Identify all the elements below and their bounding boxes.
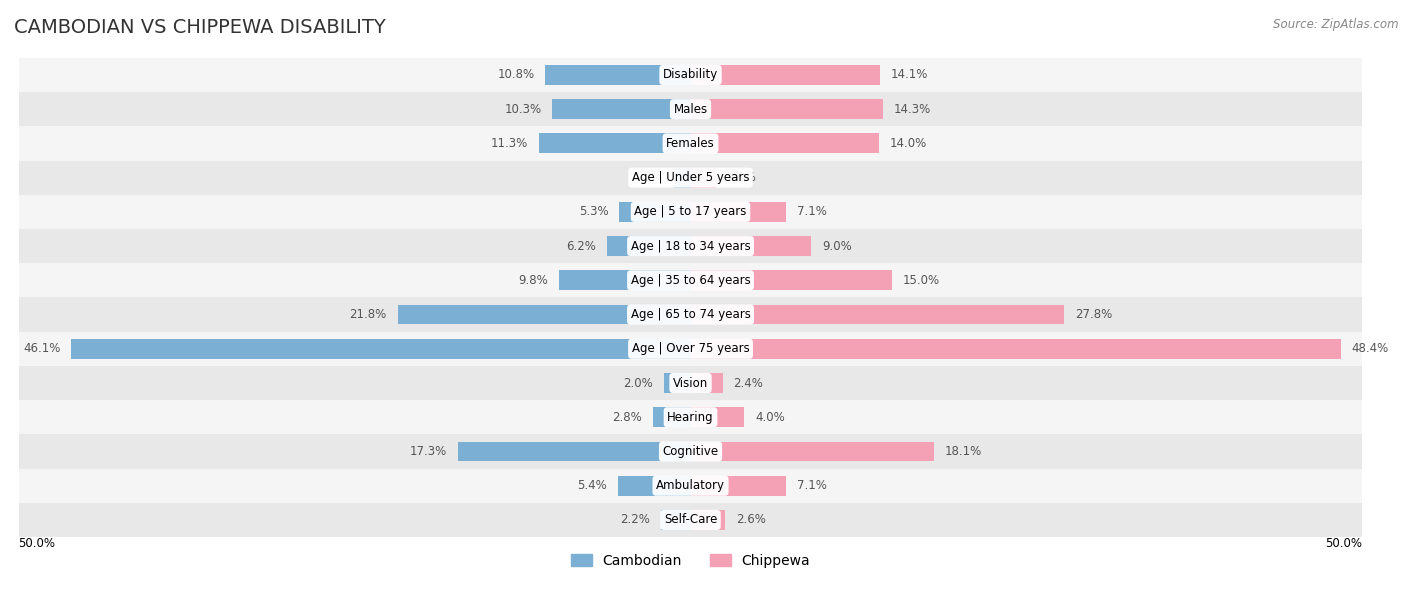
Text: 21.8%: 21.8% [350,308,387,321]
Text: Age | 5 to 17 years: Age | 5 to 17 years [634,206,747,218]
Bar [664,373,690,393]
Bar [690,373,723,393]
Text: 5.4%: 5.4% [578,479,607,492]
Text: 10.3%: 10.3% [505,103,541,116]
Text: 18.1%: 18.1% [945,445,981,458]
Text: Ambulatory: Ambulatory [657,479,725,492]
Bar [690,202,786,222]
Bar [18,366,1362,400]
Text: 10.8%: 10.8% [498,69,534,81]
Bar [18,469,1362,503]
Text: Cognitive: Cognitive [662,445,718,458]
Bar [690,271,893,290]
Text: Age | 65 to 74 years: Age | 65 to 74 years [631,308,751,321]
Text: 14.1%: 14.1% [891,69,928,81]
Text: 50.0%: 50.0% [18,537,56,550]
Bar [690,408,744,427]
Text: 15.0%: 15.0% [903,274,941,287]
Bar [661,510,690,530]
Text: 5.3%: 5.3% [579,206,609,218]
Text: 2.6%: 2.6% [737,513,766,526]
Bar [619,476,690,496]
Text: Self-Care: Self-Care [664,513,717,526]
Text: 11.3%: 11.3% [491,137,527,150]
Text: 14.3%: 14.3% [893,103,931,116]
Bar [18,92,1362,126]
Bar [18,126,1362,160]
Bar [690,510,725,530]
Text: Age | Under 5 years: Age | Under 5 years [631,171,749,184]
Text: CAMBODIAN VS CHIPPEWA DISABILITY: CAMBODIAN VS CHIPPEWA DISABILITY [14,18,385,37]
Text: 4.0%: 4.0% [755,411,785,424]
Bar [690,441,934,461]
Text: 1.2%: 1.2% [634,171,664,184]
Bar [72,339,690,359]
Text: Hearing: Hearing [668,411,714,424]
Bar [18,58,1362,92]
Bar [553,99,690,119]
Bar [675,168,690,187]
Bar [619,202,690,222]
Text: Age | Over 75 years: Age | Over 75 years [631,342,749,356]
Bar [690,168,716,187]
Text: Disability: Disability [662,69,718,81]
Bar [18,400,1362,435]
Text: 2.4%: 2.4% [734,376,763,389]
Bar [558,271,690,290]
Text: 6.2%: 6.2% [567,240,596,253]
Bar [652,408,690,427]
Text: 46.1%: 46.1% [22,342,60,356]
Text: Males: Males [673,103,707,116]
Bar [18,263,1362,297]
Legend: Cambodian, Chippewa: Cambodian, Chippewa [565,548,815,573]
Bar [18,435,1362,469]
Bar [690,99,883,119]
Text: 14.0%: 14.0% [890,137,927,150]
Text: Vision: Vision [673,376,709,389]
Bar [690,476,786,496]
Bar [690,339,1341,359]
Bar [18,229,1362,263]
Text: 1.9%: 1.9% [727,171,756,184]
Text: 48.4%: 48.4% [1351,342,1389,356]
Text: 27.8%: 27.8% [1074,308,1112,321]
Bar [607,236,690,256]
Bar [18,160,1362,195]
Bar [398,305,690,324]
Bar [690,305,1064,324]
Bar [690,133,879,154]
Bar [18,297,1362,332]
Text: 2.0%: 2.0% [623,376,652,389]
Bar [690,236,811,256]
Text: 7.1%: 7.1% [797,479,827,492]
Bar [18,195,1362,229]
Text: 2.8%: 2.8% [613,411,643,424]
Text: 50.0%: 50.0% [1326,537,1362,550]
Bar [458,441,690,461]
Text: 9.8%: 9.8% [519,274,548,287]
Text: 7.1%: 7.1% [797,206,827,218]
Text: 17.3%: 17.3% [411,445,447,458]
Bar [690,65,880,85]
Text: 9.0%: 9.0% [823,240,852,253]
Text: Source: ZipAtlas.com: Source: ZipAtlas.com [1274,18,1399,31]
Text: 2.2%: 2.2% [620,513,650,526]
Text: Age | 18 to 34 years: Age | 18 to 34 years [631,240,751,253]
Bar [18,503,1362,537]
Bar [18,332,1362,366]
Text: Females: Females [666,137,714,150]
Bar [538,133,690,154]
Bar [546,65,690,85]
Text: Age | 35 to 64 years: Age | 35 to 64 years [631,274,751,287]
